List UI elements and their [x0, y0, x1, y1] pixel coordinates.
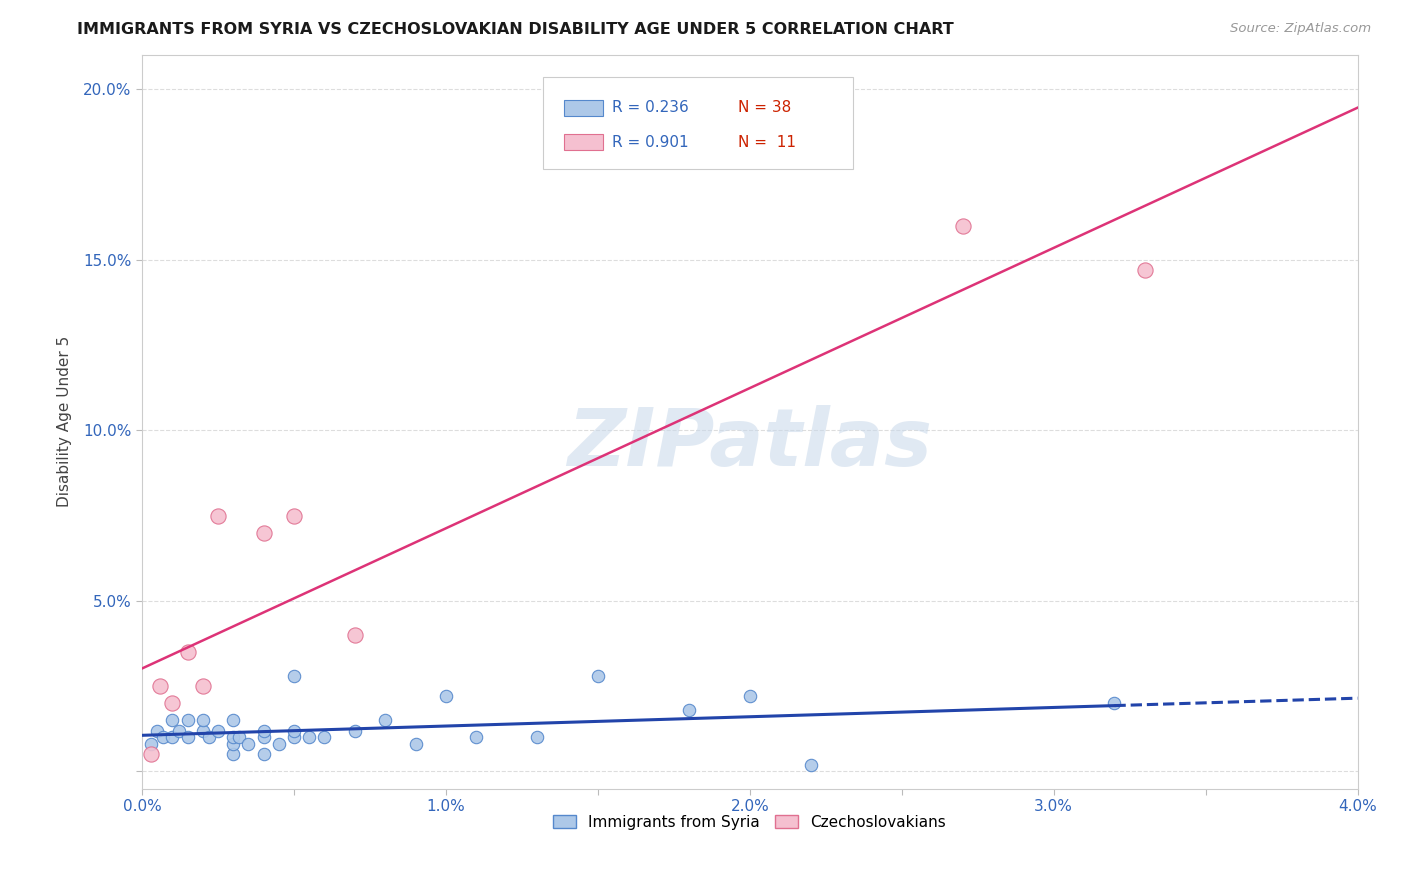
Point	[405, 737, 427, 751]
Point	[526, 731, 548, 745]
Text: Source: ZipAtlas.com: Source: ZipAtlas.com	[1230, 22, 1371, 36]
Point	[283, 723, 305, 738]
Point	[283, 508, 305, 523]
Point	[738, 690, 761, 704]
Point	[952, 219, 974, 233]
Point	[191, 714, 214, 728]
Text: R = 0.236: R = 0.236	[613, 101, 689, 115]
Point	[176, 645, 198, 659]
Point	[253, 525, 276, 540]
FancyBboxPatch shape	[543, 77, 853, 169]
Point	[1133, 263, 1156, 277]
Text: ZIPatlas: ZIPatlas	[568, 405, 932, 483]
Point	[298, 731, 321, 745]
Point	[207, 508, 229, 523]
Point	[222, 714, 245, 728]
Point	[238, 737, 260, 751]
Point	[678, 703, 700, 717]
Point	[253, 731, 276, 745]
Text: N = 38: N = 38	[738, 101, 792, 115]
Point	[343, 723, 366, 738]
Point	[1104, 696, 1126, 710]
Point	[162, 731, 184, 745]
Point	[465, 731, 488, 745]
Point	[800, 757, 823, 772]
Point	[222, 731, 245, 745]
Point	[374, 714, 396, 728]
FancyBboxPatch shape	[564, 135, 603, 151]
FancyBboxPatch shape	[564, 100, 603, 116]
Point	[141, 747, 163, 762]
Point	[267, 737, 290, 751]
Point	[434, 690, 457, 704]
Point	[198, 731, 221, 745]
Point	[152, 731, 174, 745]
Point	[146, 723, 169, 738]
Point	[149, 679, 172, 693]
Point	[207, 723, 229, 738]
Point	[222, 747, 245, 762]
Point	[167, 723, 190, 738]
Y-axis label: Disability Age Under 5: Disability Age Under 5	[58, 336, 72, 508]
Point	[176, 714, 198, 728]
Point	[162, 696, 184, 710]
Text: N =  11: N = 11	[738, 135, 796, 150]
Point	[314, 731, 336, 745]
Point	[191, 723, 214, 738]
Point	[176, 731, 198, 745]
Point	[343, 628, 366, 642]
Text: IMMIGRANTS FROM SYRIA VS CZECHOSLOVAKIAN DISABILITY AGE UNDER 5 CORRELATION CHAR: IMMIGRANTS FROM SYRIA VS CZECHOSLOVAKIAN…	[77, 22, 955, 37]
Text: R = 0.901: R = 0.901	[613, 135, 689, 150]
Point	[141, 737, 163, 751]
Point	[253, 747, 276, 762]
Point	[191, 679, 214, 693]
Point	[253, 723, 276, 738]
Point	[222, 737, 245, 751]
Point	[586, 669, 609, 683]
Point	[162, 714, 184, 728]
Legend: Immigrants from Syria, Czechoslovakians: Immigrants from Syria, Czechoslovakians	[547, 809, 952, 836]
Point	[228, 731, 250, 745]
Point	[283, 669, 305, 683]
Point	[283, 731, 305, 745]
